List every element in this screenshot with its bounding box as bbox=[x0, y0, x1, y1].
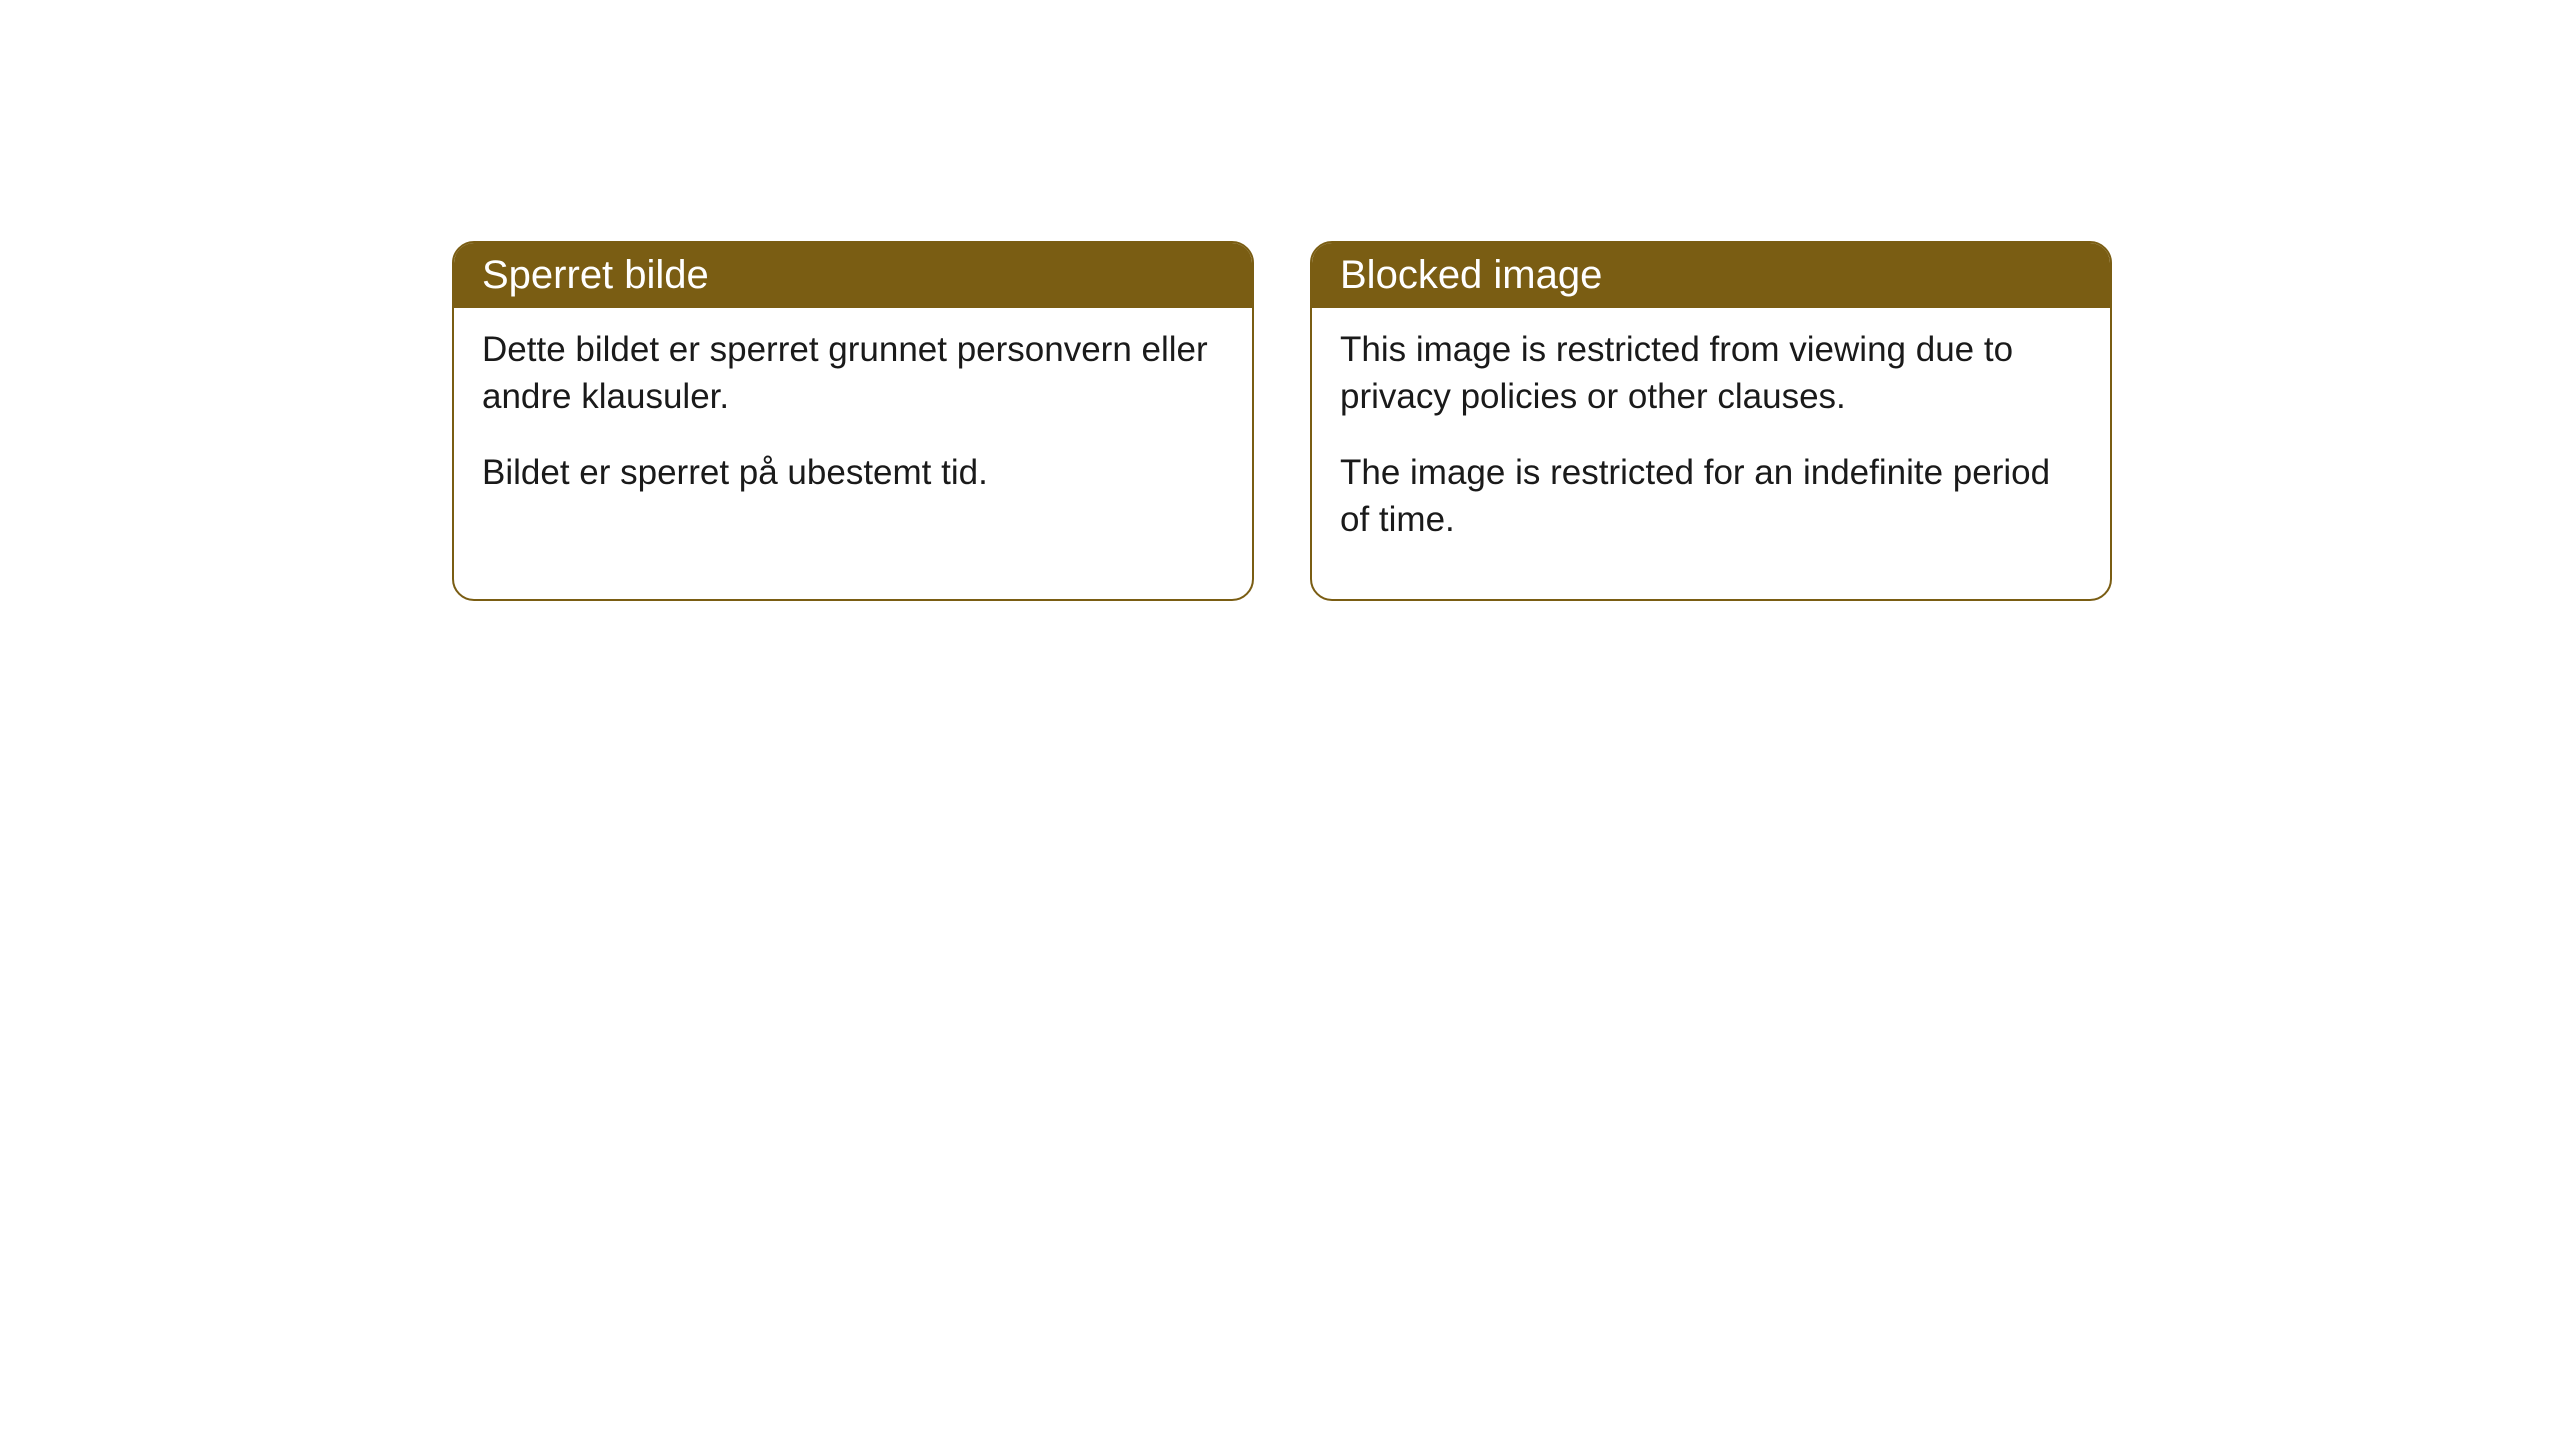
notice-cards-container: Sperret bilde Dette bildet er sperret gr… bbox=[452, 241, 2112, 601]
card-header: Sperret bilde bbox=[454, 243, 1252, 308]
notice-card-norwegian: Sperret bilde Dette bildet er sperret gr… bbox=[452, 241, 1254, 601]
card-paragraph: Bildet er sperret på ubestemt tid. bbox=[482, 449, 1224, 496]
card-title: Blocked image bbox=[1340, 253, 1602, 297]
card-header: Blocked image bbox=[1312, 243, 2110, 308]
card-title: Sperret bilde bbox=[482, 253, 709, 297]
card-paragraph: The image is restricted for an indefinit… bbox=[1340, 449, 2082, 544]
card-body: Dette bildet er sperret grunnet personve… bbox=[454, 308, 1252, 552]
card-body: This image is restricted from viewing du… bbox=[1312, 308, 2110, 599]
card-paragraph: This image is restricted from viewing du… bbox=[1340, 326, 2082, 421]
notice-card-english: Blocked image This image is restricted f… bbox=[1310, 241, 2112, 601]
card-paragraph: Dette bildet er sperret grunnet personve… bbox=[482, 326, 1224, 421]
